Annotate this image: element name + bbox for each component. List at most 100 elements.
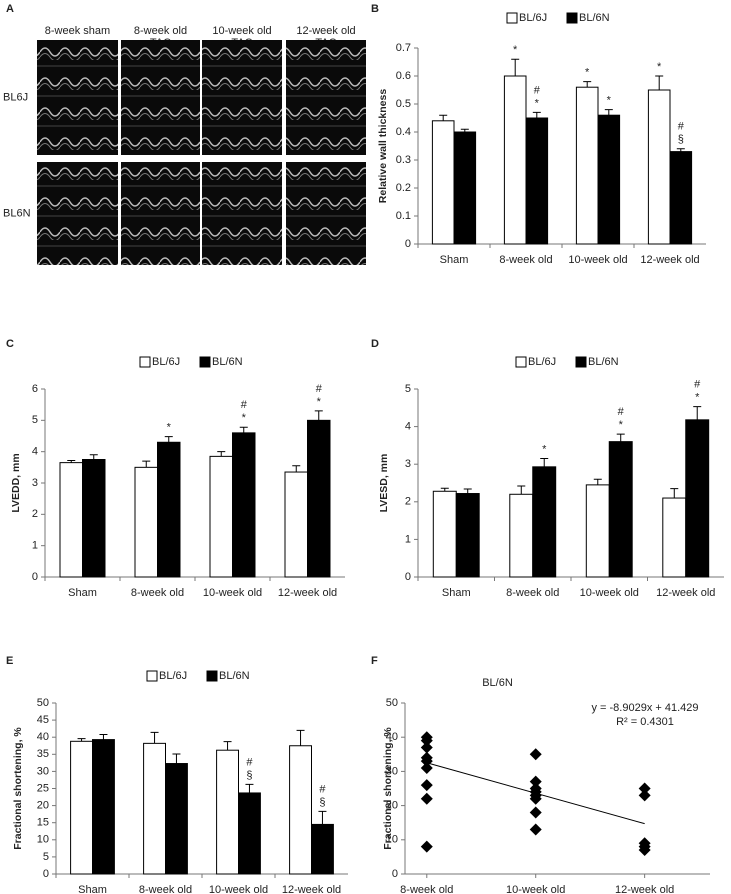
significance-marker: # bbox=[618, 406, 625, 418]
bar bbox=[455, 493, 480, 578]
y-tick-label: 10 bbox=[386, 834, 398, 846]
y-tick-label: 0.4 bbox=[396, 126, 411, 138]
bar bbox=[585, 484, 610, 578]
error-bar bbox=[655, 75, 664, 90]
error-bar bbox=[245, 783, 254, 793]
error-bar bbox=[604, 109, 613, 116]
bar bbox=[503, 75, 527, 245]
column-label: 8-week old bbox=[134, 25, 187, 37]
point bbox=[529, 792, 542, 805]
point bbox=[529, 806, 542, 819]
legend-swatch bbox=[506, 12, 518, 24]
point bbox=[420, 840, 433, 853]
y-tick-label: 5 bbox=[43, 851, 49, 863]
y-tick-label: 0 bbox=[405, 238, 411, 250]
error-bar bbox=[164, 436, 173, 443]
bar bbox=[509, 493, 534, 578]
bar bbox=[82, 459, 106, 578]
significance-marker: # bbox=[241, 399, 248, 411]
y-tick-label: 50 bbox=[37, 697, 49, 709]
y-tick-label: 35 bbox=[37, 748, 49, 760]
point bbox=[638, 789, 651, 802]
bar bbox=[431, 120, 455, 245]
x-tick-label: 10-week old bbox=[580, 587, 639, 599]
panel-a: A bbox=[6, 3, 14, 15]
point bbox=[638, 782, 651, 795]
error-bar bbox=[314, 410, 323, 421]
bar bbox=[289, 745, 313, 875]
legend-label: BL/6J bbox=[152, 356, 180, 368]
bar bbox=[232, 432, 256, 578]
y-tick-label: 2 bbox=[32, 508, 38, 520]
column-label: 8-week sham bbox=[45, 25, 110, 37]
y-tick-label: 0.3 bbox=[396, 154, 411, 166]
error-bar bbox=[693, 406, 702, 420]
panel-letter: C bbox=[6, 338, 14, 350]
error-bar bbox=[77, 738, 86, 742]
error-bar bbox=[89, 454, 98, 460]
point bbox=[420, 761, 433, 774]
legend-label: BL/6N bbox=[219, 670, 250, 682]
point bbox=[529, 823, 542, 836]
y-tick-label: 0.7 bbox=[396, 42, 411, 54]
x-tick-label: 8-week old bbox=[506, 587, 559, 599]
bar bbox=[669, 151, 693, 245]
significance-marker: # bbox=[678, 121, 685, 133]
error-bar bbox=[67, 459, 76, 463]
error-bar bbox=[172, 753, 181, 764]
error-bar bbox=[670, 488, 679, 499]
y-tick-label: 6 bbox=[32, 383, 38, 395]
y-tick-label: 20 bbox=[386, 800, 398, 812]
trendline-equation: y = -8.9029x + 41.429 bbox=[591, 702, 698, 714]
echo-image bbox=[202, 162, 282, 265]
significance-marker: * bbox=[542, 443, 547, 455]
error-bar bbox=[318, 810, 327, 825]
row-label: BL6N bbox=[3, 207, 31, 219]
legend-swatch bbox=[515, 356, 527, 368]
significance-marker: # bbox=[319, 783, 326, 795]
legend-swatch bbox=[146, 670, 158, 682]
error-bar bbox=[540, 458, 549, 467]
point bbox=[420, 792, 433, 805]
significance-marker: * bbox=[317, 396, 322, 408]
y-tick-label: 40 bbox=[37, 731, 49, 743]
bar bbox=[70, 740, 93, 875]
significance-marker: * bbox=[657, 61, 662, 73]
legend-swatch bbox=[566, 12, 578, 24]
bar bbox=[216, 749, 240, 875]
bar bbox=[59, 462, 83, 578]
legend-swatch bbox=[139, 356, 151, 368]
significance-marker: * bbox=[513, 44, 518, 56]
bar bbox=[575, 86, 599, 245]
error-bar bbox=[460, 128, 469, 132]
echo-image bbox=[37, 162, 118, 265]
bar bbox=[432, 490, 457, 578]
error-bar bbox=[142, 460, 151, 468]
significance-marker: * bbox=[619, 419, 624, 431]
y-tick-label: 4 bbox=[32, 446, 38, 458]
significance-marker: § bbox=[678, 134, 684, 146]
y-axis-title: Relative wall thickness bbox=[377, 89, 389, 204]
significance-marker: § bbox=[246, 769, 252, 781]
bar bbox=[311, 823, 334, 875]
echo-image bbox=[37, 40, 118, 155]
bar bbox=[238, 792, 261, 875]
y-tick-label: 45 bbox=[37, 714, 49, 726]
error-bar bbox=[583, 81, 592, 88]
significance-marker: * bbox=[167, 422, 172, 434]
x-tick-label: Sham bbox=[440, 254, 469, 266]
echo-image bbox=[286, 40, 366, 155]
x-tick-label: 8-week old bbox=[400, 884, 453, 894]
x-tick-label: 8-week old bbox=[499, 254, 552, 266]
legend-swatch bbox=[199, 356, 211, 368]
error-bar bbox=[239, 426, 248, 433]
legend-label: BL/6N bbox=[588, 356, 619, 368]
error-bar bbox=[150, 731, 159, 744]
x-tick-label: 8-week old bbox=[131, 587, 184, 599]
column-label: 10-week old bbox=[212, 25, 271, 37]
point bbox=[420, 734, 433, 747]
error-bar bbox=[511, 58, 520, 76]
echo-image bbox=[202, 40, 282, 155]
panel-letter: E bbox=[6, 655, 13, 667]
